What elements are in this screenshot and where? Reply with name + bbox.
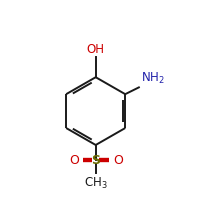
Text: CH$_3$: CH$_3$ (84, 176, 108, 191)
Text: S: S (91, 154, 100, 167)
Text: NH$_2$: NH$_2$ (141, 71, 164, 86)
Text: O: O (113, 154, 123, 167)
Text: O: O (69, 154, 79, 167)
Text: OH: OH (87, 43, 105, 56)
